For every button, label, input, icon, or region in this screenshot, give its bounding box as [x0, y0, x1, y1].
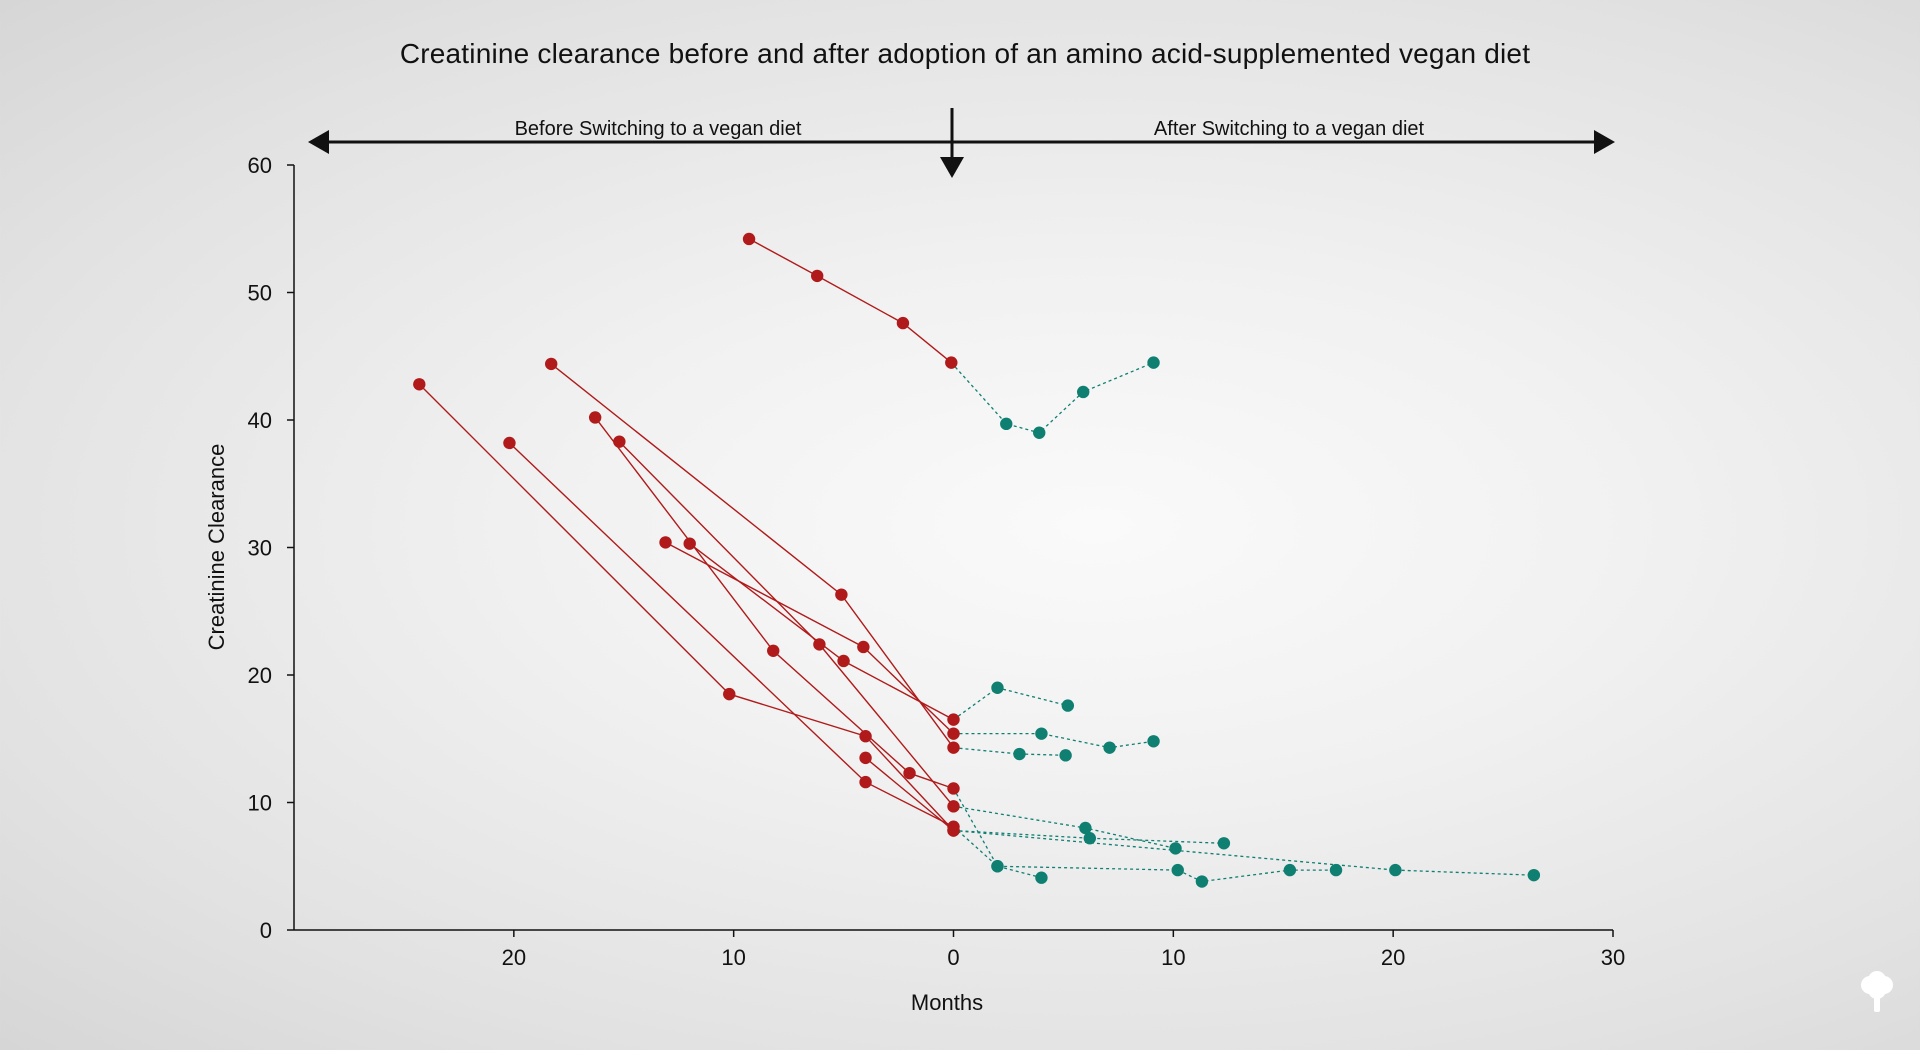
before-data-point — [723, 687, 736, 701]
before-data-point — [903, 766, 916, 780]
after-data-point — [1061, 699, 1075, 712]
before-data-point — [503, 436, 516, 450]
after-series-line — [953, 829, 1534, 876]
before-data-point — [659, 536, 672, 549]
after-data-point — [1217, 837, 1231, 850]
before-data-point — [413, 378, 426, 391]
phase-annotation: Before Switching to a vegan diet After S… — [308, 108, 1615, 178]
after-data-point — [1171, 863, 1184, 877]
x-tick-label: 20 — [502, 945, 526, 970]
left-arrowhead-icon — [308, 130, 329, 154]
before-series-line — [665, 541, 954, 735]
before-series-line — [418, 383, 955, 831]
y-tick-label: 20 — [248, 663, 272, 688]
after-data-point — [1079, 821, 1092, 835]
before-data-point — [859, 751, 872, 765]
before-series-line — [594, 416, 954, 790]
before-data-point — [545, 357, 558, 371]
before-data-point — [767, 644, 780, 657]
before-data-point — [613, 435, 626, 448]
y-axis-title: Creatinine Clearance — [204, 444, 229, 651]
after-data-point — [1077, 385, 1090, 399]
y-tick-label: 0 — [260, 918, 272, 943]
x-tick-label: 30 — [1601, 945, 1625, 970]
before-series-line — [865, 757, 954, 832]
before-data-point — [859, 775, 872, 789]
after-data-point — [1033, 426, 1046, 439]
x-tick-label: 20 — [1381, 945, 1405, 970]
before-data-point — [859, 730, 872, 743]
after-series-line — [953, 687, 1068, 721]
after-data-point — [1103, 741, 1116, 754]
y-tick-label: 40 — [248, 408, 272, 433]
after-data-point — [1389, 863, 1402, 877]
after-phase-label: After Switching to a vegan diet — [1154, 118, 1425, 140]
before-data-point — [945, 356, 958, 369]
after-data-point — [1283, 863, 1297, 877]
x-tick-label: 0 — [947, 945, 959, 970]
before-data-point — [947, 741, 960, 754]
y-tick-label: 60 — [248, 153, 272, 178]
before-series-line — [748, 238, 952, 364]
y-tick-label: 10 — [248, 791, 272, 816]
before-data-point — [811, 269, 824, 283]
after-data-point — [1527, 868, 1541, 882]
before-data-point — [947, 713, 960, 726]
before-data-point — [813, 638, 826, 651]
after-data-point — [1035, 727, 1048, 740]
after-data-point — [1195, 875, 1209, 888]
after-data-point — [1329, 863, 1343, 877]
series-layer — [413, 232, 1541, 888]
before-data-point — [947, 824, 960, 837]
series-lines — [418, 238, 1534, 883]
before-data-point — [947, 800, 960, 813]
before-data-point — [857, 640, 870, 654]
before-data-point — [837, 654, 850, 668]
before-data-point — [588, 411, 602, 424]
down-arrowhead-icon — [940, 157, 964, 178]
axes: 0 10 20 30 40 50 60 20 10 0 10 20 30 — [248, 153, 1626, 970]
after-data-point — [1083, 832, 1096, 845]
after-data-point — [1035, 871, 1048, 884]
after-series-line — [950, 362, 1154, 434]
y-tick-label: 50 — [248, 281, 272, 306]
x-axis-title: Months — [911, 990, 983, 1015]
after-series-line — [953, 826, 1042, 879]
series-points — [413, 232, 1541, 888]
tree-logo-icon — [1861, 971, 1893, 1012]
chart-title: Creatinine clearance before and after ad… — [399, 38, 1531, 69]
x-tick-label: 10 — [1161, 945, 1185, 970]
before-data-point — [742, 232, 756, 246]
after-data-point — [1000, 417, 1013, 431]
before-series-line — [618, 441, 955, 807]
after-data-point — [991, 681, 1004, 694]
after-data-point — [991, 860, 1004, 873]
after-data-point — [1147, 356, 1160, 369]
after-data-point — [1169, 842, 1182, 855]
before-series-line — [550, 363, 955, 749]
right-arrowhead-icon — [1594, 130, 1615, 154]
after-data-point — [1147, 735, 1160, 748]
x-tick-label: 10 — [721, 945, 745, 970]
after-data-point — [1059, 749, 1072, 762]
before-data-point — [683, 537, 696, 550]
after-series-line — [953, 732, 1154, 749]
after-data-point — [1013, 747, 1026, 761]
after-series-line — [953, 805, 1176, 850]
before-data-point — [947, 782, 960, 795]
before-data-point — [947, 727, 960, 740]
before-data-point — [835, 588, 848, 601]
after-series-line — [953, 747, 1066, 756]
before-series-line — [508, 442, 954, 828]
before-data-point — [896, 316, 910, 330]
after-series-line — [952, 788, 1336, 883]
before-phase-label: Before Switching to a vegan diet — [515, 118, 802, 140]
y-tick-label: 30 — [248, 536, 272, 561]
